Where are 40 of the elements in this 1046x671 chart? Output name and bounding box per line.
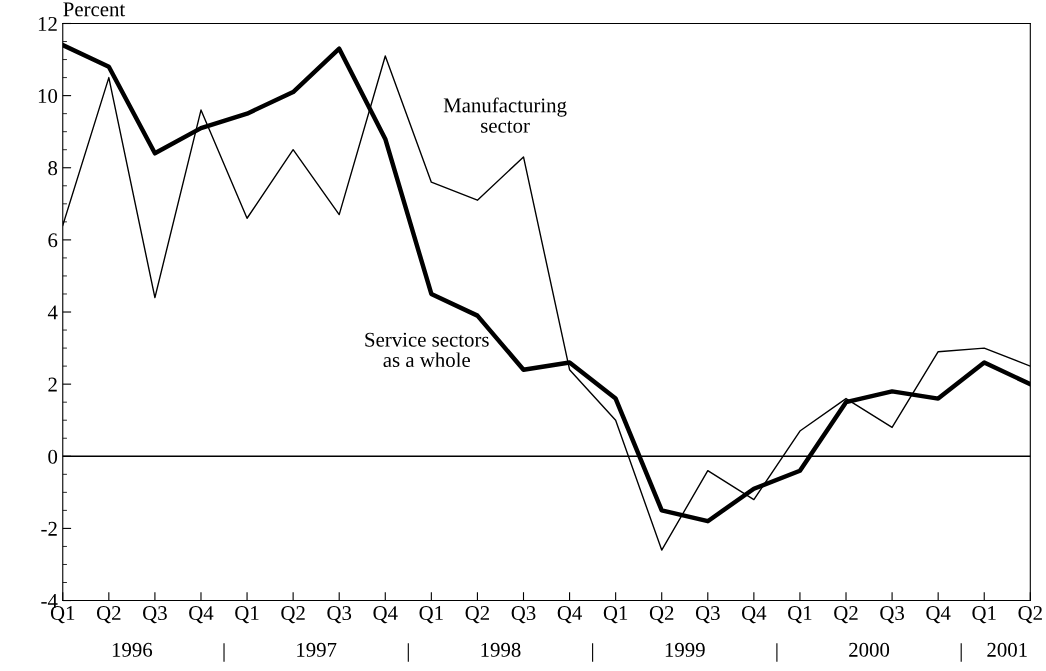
y-tick-label: 4 [47, 305, 58, 320]
y-tick-label: 12 [38, 16, 57, 31]
text: 1997 [297, 642, 337, 657]
x-tick-label: Q1 [419, 606, 443, 624]
x-tick-label: Q1 [788, 606, 812, 624]
x-tick-label: Q2 [834, 606, 858, 624]
text: 2000 [849, 642, 890, 657]
x-tick-label: Q3 [327, 606, 352, 624]
text: 1999 [665, 642, 705, 657]
x-tick-label: Q1 [50, 606, 75, 624]
y-tick-label: -4 [41, 594, 58, 608]
series-label: Service sectors as a whole [365, 332, 489, 368]
y-tick-label: 0 [48, 449, 58, 464]
y-tick-label: 10 [38, 88, 58, 104]
y-tick-label: 6 [48, 233, 58, 248]
y-tick-label: 2 [48, 377, 57, 392]
text: 2001 [987, 642, 1027, 657]
x-tick-label: Q2 [281, 606, 305, 624]
series-label: Manufacturing sector [443, 97, 567, 133]
x-tick-label: Q1 [972, 606, 996, 624]
x-tick-label: Q3 [511, 606, 536, 624]
text: 1996 [112, 642, 153, 657]
x-tick-label: Q2 [1018, 606, 1042, 624]
y-tick-label: 8 [48, 161, 58, 176]
x-tick-label: Q2 [649, 606, 674, 624]
x-tick-label: Q1 [603, 606, 628, 624]
x-tick-label: Q3 [695, 606, 720, 624]
y-tick-label: -2 [41, 521, 57, 536]
x-tick-label: Q4 [926, 606, 951, 624]
x-tick-label: Q4 [741, 606, 767, 624]
x-tick-label: Q3 [880, 606, 905, 624]
text: 1998 [481, 642, 521, 657]
x-tick-label: Q3 [143, 606, 167, 624]
y-axis-title: Percent [63, 2, 126, 17]
x-tick-label: Q4 [189, 606, 214, 624]
x-tick-label: Q2 [465, 606, 490, 624]
x-tick-label: Q1 [235, 606, 259, 624]
x-tick-label: Q2 [96, 606, 121, 624]
x-tick-label: Q4 [557, 606, 582, 624]
x-tick-label: Q4 [373, 606, 398, 624]
